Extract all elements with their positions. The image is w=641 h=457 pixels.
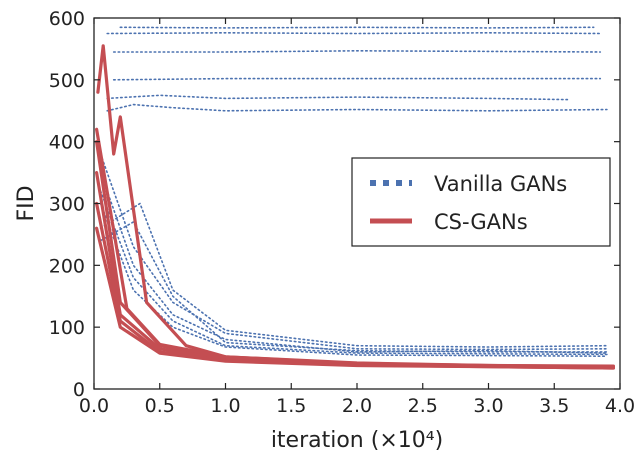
y-tick-label-4: 400: [49, 132, 85, 154]
y-tick-label-2: 200: [49, 255, 85, 277]
y-tick-label-6: 600: [49, 8, 85, 30]
series-line-10-vanilla: [106, 31, 602, 35]
x-tick-label-1: 0.5: [145, 395, 175, 417]
y-axis-title: FID: [14, 185, 39, 221]
x-tick-label-4: 2.0: [342, 395, 372, 417]
x-axis-title: iteration (×10⁴): [271, 428, 443, 453]
legend-label-vanilla: Vanilla GANs: [434, 172, 567, 196]
series-line-5-vanilla: [99, 171, 608, 354]
y-tick-label-5: 500: [49, 70, 85, 92]
y-tick-label-0: 0: [73, 379, 85, 401]
legend: Vanilla GANs CS-GANs: [351, 157, 611, 247]
x-tick-label-7: 3.5: [539, 395, 569, 417]
x-tick-label-8: 4.0: [605, 395, 635, 417]
series-line-1-vanilla: [99, 190, 608, 356]
series-line-8-vanilla: [112, 77, 602, 81]
legend-box: [351, 157, 611, 247]
series-line-11-vanilla: [119, 26, 595, 29]
series-line-9-vanilla: [112, 49, 602, 53]
series-layer: [94, 26, 616, 370]
series-line-7-vanilla: [106, 94, 569, 101]
series-line-4-vanilla: [99, 202, 608, 348]
x-tick-label-6: 3.0: [473, 395, 503, 417]
x-tick-label-2: 1.0: [210, 395, 240, 417]
y-tick-label-1: 100: [49, 317, 85, 339]
legend-label-csgan: CS-GANs: [434, 210, 528, 234]
series-line-0-vanilla: [99, 221, 608, 353]
y-tick-label-3: 300: [49, 194, 85, 216]
x-tick-label-5: 2.5: [408, 395, 438, 417]
series-line-3-vanilla: [99, 202, 608, 358]
x-tick-label-0: 0.0: [79, 395, 109, 417]
series-line-17-csgan: [94, 127, 616, 368]
series-line-2-vanilla: [99, 153, 608, 351]
series-line-6-vanilla: [106, 103, 608, 112]
ticks-layer: 0.0 0.5 1.0 1.5 2.0 2.5 3.0 3.5 4.0 0 100 200 300 400…: [49, 8, 635, 417]
x-tick-label-3: 1.5: [276, 395, 306, 417]
